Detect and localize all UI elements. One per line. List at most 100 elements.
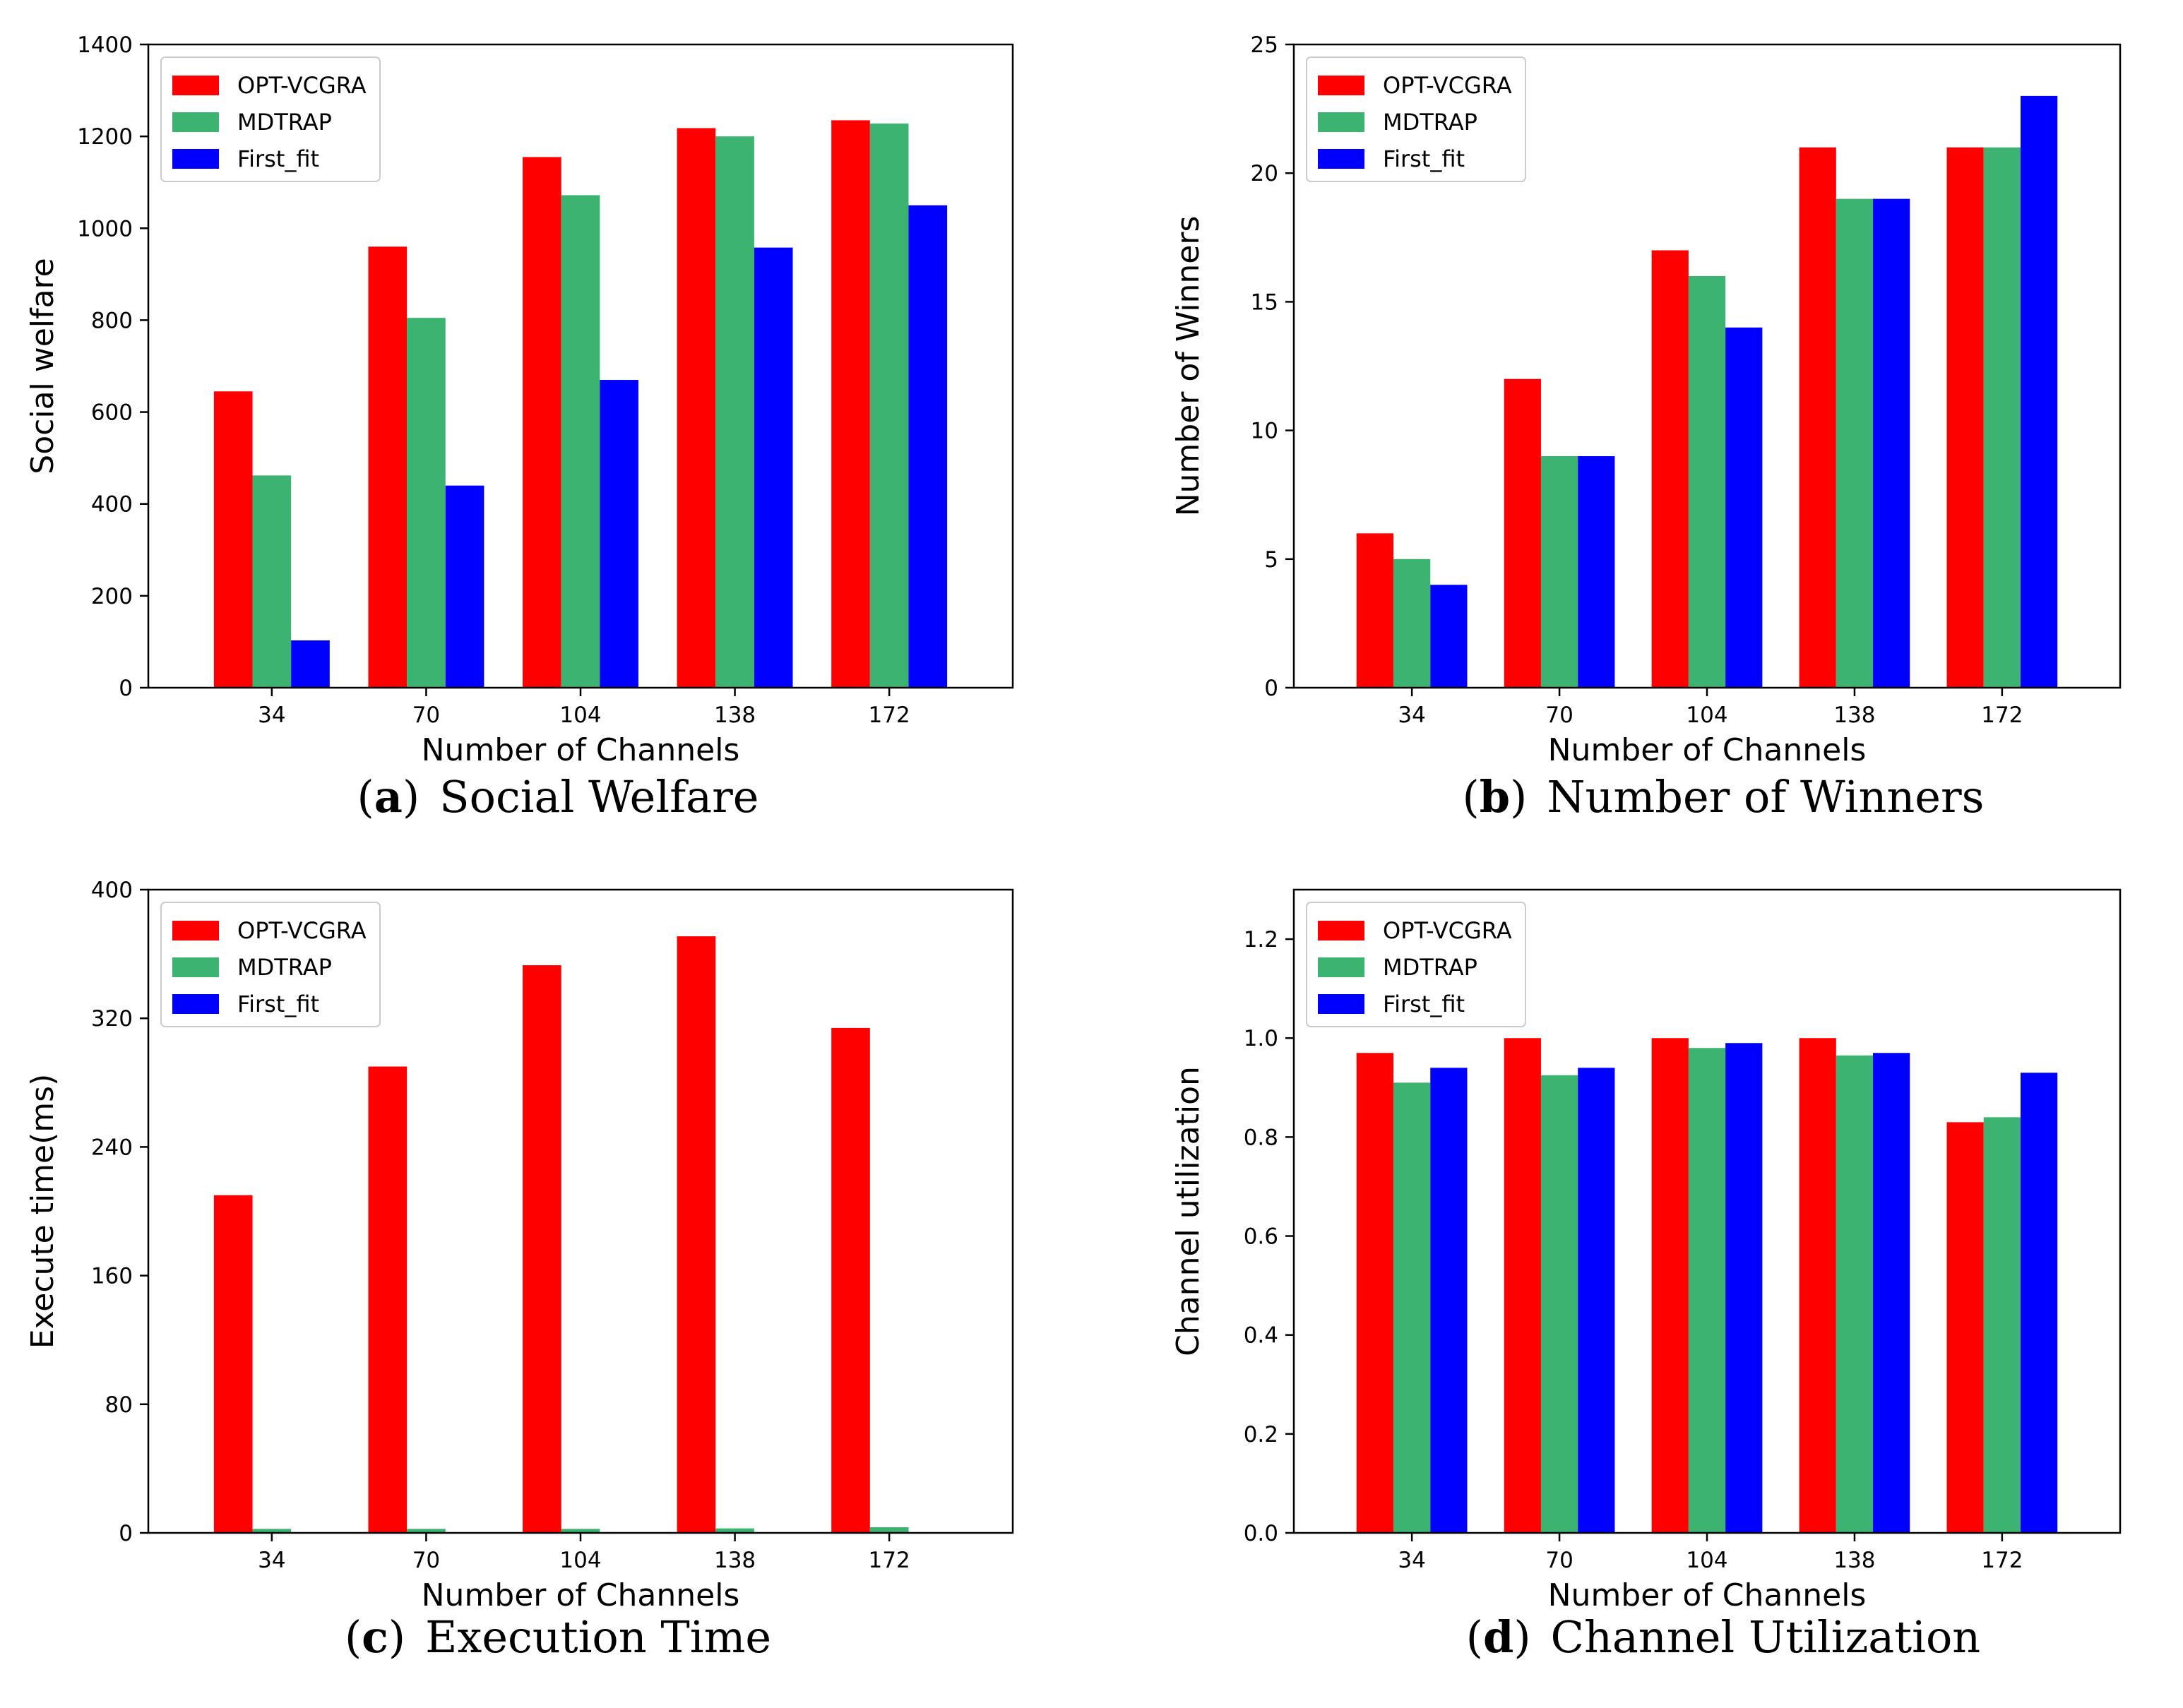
y-tick-label: 800: [91, 308, 133, 333]
bar-mdtrap-104: [1688, 275, 1726, 688]
bar-opt-vcgra-172: [831, 120, 870, 688]
y-tick-label: 0.6: [1244, 1224, 1278, 1250]
legend-entry: OPT-VCGRA: [1383, 917, 1512, 944]
panel-caption: (b) Number of Winners: [1463, 771, 1985, 823]
bar-first-fit-70: [1578, 456, 1615, 688]
legend-entry: OPT-VCGRA: [1383, 72, 1512, 99]
y-tick-label: 80: [105, 1392, 133, 1418]
x-tick-label: 104: [559, 1548, 601, 1573]
y-tick-label: 0: [1264, 676, 1278, 701]
y-tick-label: 1.0: [1244, 1026, 1278, 1051]
legend-swatch: [172, 957, 219, 977]
caption-letter: d: [1483, 1611, 1513, 1663]
caption-letter: c: [362, 1611, 388, 1663]
bar-first-fit-70: [445, 485, 484, 688]
bar-opt-vcgra-70: [368, 1066, 408, 1533]
x-tick-label: 172: [1981, 1548, 2023, 1573]
bar-opt-vcgra-104: [523, 965, 561, 1533]
y-tick-label: 15: [1251, 289, 1278, 315]
caption-paren-close: ): [388, 1611, 405, 1663]
y-axis-label: Execute time(ms): [25, 1074, 61, 1349]
chart-panel-a: 34 70 104 138 172 0 200 400 600 800 1000 1200 1400 Nu…: [25, 32, 1014, 823]
legend-swatch: [172, 921, 219, 940]
y-tick-label: 320: [91, 1006, 133, 1032]
legend-entry: OPT-VCGRA: [237, 72, 367, 99]
bar-mdtrap-138: [715, 136, 754, 688]
legend-entry: First_fit: [1383, 991, 1465, 1017]
y-tick-label: 1000: [77, 216, 133, 241]
bar-opt-vcgra-172: [831, 1027, 870, 1533]
caption-letter: a: [374, 771, 403, 823]
bar-opt-vcgra-138: [1799, 147, 1836, 688]
x-axis-label: Number of Channels: [1548, 1577, 1867, 1613]
caption-paren-open: (: [1466, 1611, 1483, 1663]
y-tick-label: 240: [91, 1135, 133, 1160]
x-tick-label: 172: [869, 703, 910, 728]
bar-mdtrap-34: [252, 1529, 292, 1533]
x-tick-label: 138: [714, 1548, 756, 1573]
bar-mdtrap-34: [1393, 559, 1431, 688]
legend-swatch: [1318, 921, 1364, 940]
caption-paren-close: ): [1513, 1611, 1530, 1663]
x-tick-label: 70: [1545, 703, 1573, 728]
bar-first-fit-138: [1873, 1053, 1910, 1533]
x-tick-label: 34: [258, 1548, 285, 1573]
bar-opt-vcgra-138: [1799, 1038, 1836, 1533]
y-tick-label: 1200: [77, 124, 133, 150]
y-tick-label: 400: [91, 492, 133, 518]
chart-panel-d: 34 70 104 138 172 0.0 0.2 0.4 0.6 0.8 1.0 1.2 Number…: [1170, 888, 2122, 1663]
caption-paren-open: (: [357, 771, 374, 823]
bar-mdtrap-172: [869, 1527, 909, 1533]
chart-panel-b: 34 70 104 138 172 0 5 10 15 20 25 Number of Channel…: [1170, 32, 2122, 823]
y-tick-label: 200: [91, 584, 133, 609]
x-tick-label: 104: [559, 703, 601, 728]
panel-caption: (a) Social Welfare: [357, 771, 759, 823]
caption-paren-close: ): [403, 771, 420, 823]
bar-opt-vcgra-172: [1946, 1122, 1984, 1533]
caption-paren-open: (: [1463, 771, 1480, 823]
y-axis-label: Social welfare: [25, 258, 61, 474]
legend-entry: MDTRAP: [1383, 109, 1477, 136]
bar-mdtrap-172: [1983, 147, 2021, 688]
bar-first-fit-70: [1578, 1068, 1615, 1533]
bar-opt-vcgra-70: [368, 246, 408, 688]
bar-opt-vcgra-34: [213, 391, 253, 688]
legend-swatch: [1318, 957, 1364, 977]
caption-title: Channel Utilization: [1551, 1611, 1981, 1663]
legend-swatch: [172, 76, 219, 95]
y-tick-label: 10: [1251, 419, 1278, 444]
bar-opt-vcgra-104: [1651, 1038, 1689, 1533]
bar-mdtrap-104: [561, 1529, 600, 1533]
x-tick-label: 104: [1686, 703, 1727, 728]
panel-caption: (d) Channel Utilization: [1466, 1611, 1980, 1663]
bar-mdtrap-138: [1836, 1055, 1874, 1533]
bar-first-fit-104: [1725, 1043, 1763, 1533]
bar-first-fit-172: [908, 205, 948, 688]
caption-title: Social Welfare: [439, 771, 759, 823]
x-axis-label: Number of Channels: [1548, 732, 1867, 768]
y-tick-label: 20: [1251, 161, 1278, 186]
bar-opt-vcgra-34: [1356, 533, 1394, 688]
caption-letter: b: [1480, 771, 1510, 823]
y-tick-label: 0.2: [1244, 1422, 1278, 1447]
y-tick-label: 0.0: [1244, 1521, 1278, 1546]
caption-paren-open: (: [345, 1611, 362, 1663]
legend-swatch: [1318, 149, 1364, 169]
bar-first-fit-138: [754, 247, 793, 688]
y-tick-label: 5: [1264, 547, 1278, 573]
bar-mdtrap-172: [1983, 1117, 2021, 1533]
bar-first-fit-172: [2020, 95, 2058, 688]
bar-opt-vcgra-172: [1946, 147, 1984, 688]
legend-entry: MDTRAP: [237, 109, 332, 136]
bar-mdtrap-70: [407, 318, 446, 688]
x-tick-label: 34: [1398, 1548, 1425, 1573]
x-tick-label: 138: [1833, 703, 1875, 728]
bar-mdtrap-104: [1688, 1048, 1726, 1533]
legend-entry: First_fit: [1383, 145, 1465, 172]
y-tick-label: 0: [119, 676, 133, 701]
y-tick-label: 160: [91, 1264, 133, 1289]
bar-mdtrap-138: [1836, 198, 1874, 688]
legend-swatch: [1318, 994, 1364, 1014]
bar-opt-vcgra-34: [213, 1195, 253, 1533]
legend-entry: OPT-VCGRA: [237, 917, 367, 944]
